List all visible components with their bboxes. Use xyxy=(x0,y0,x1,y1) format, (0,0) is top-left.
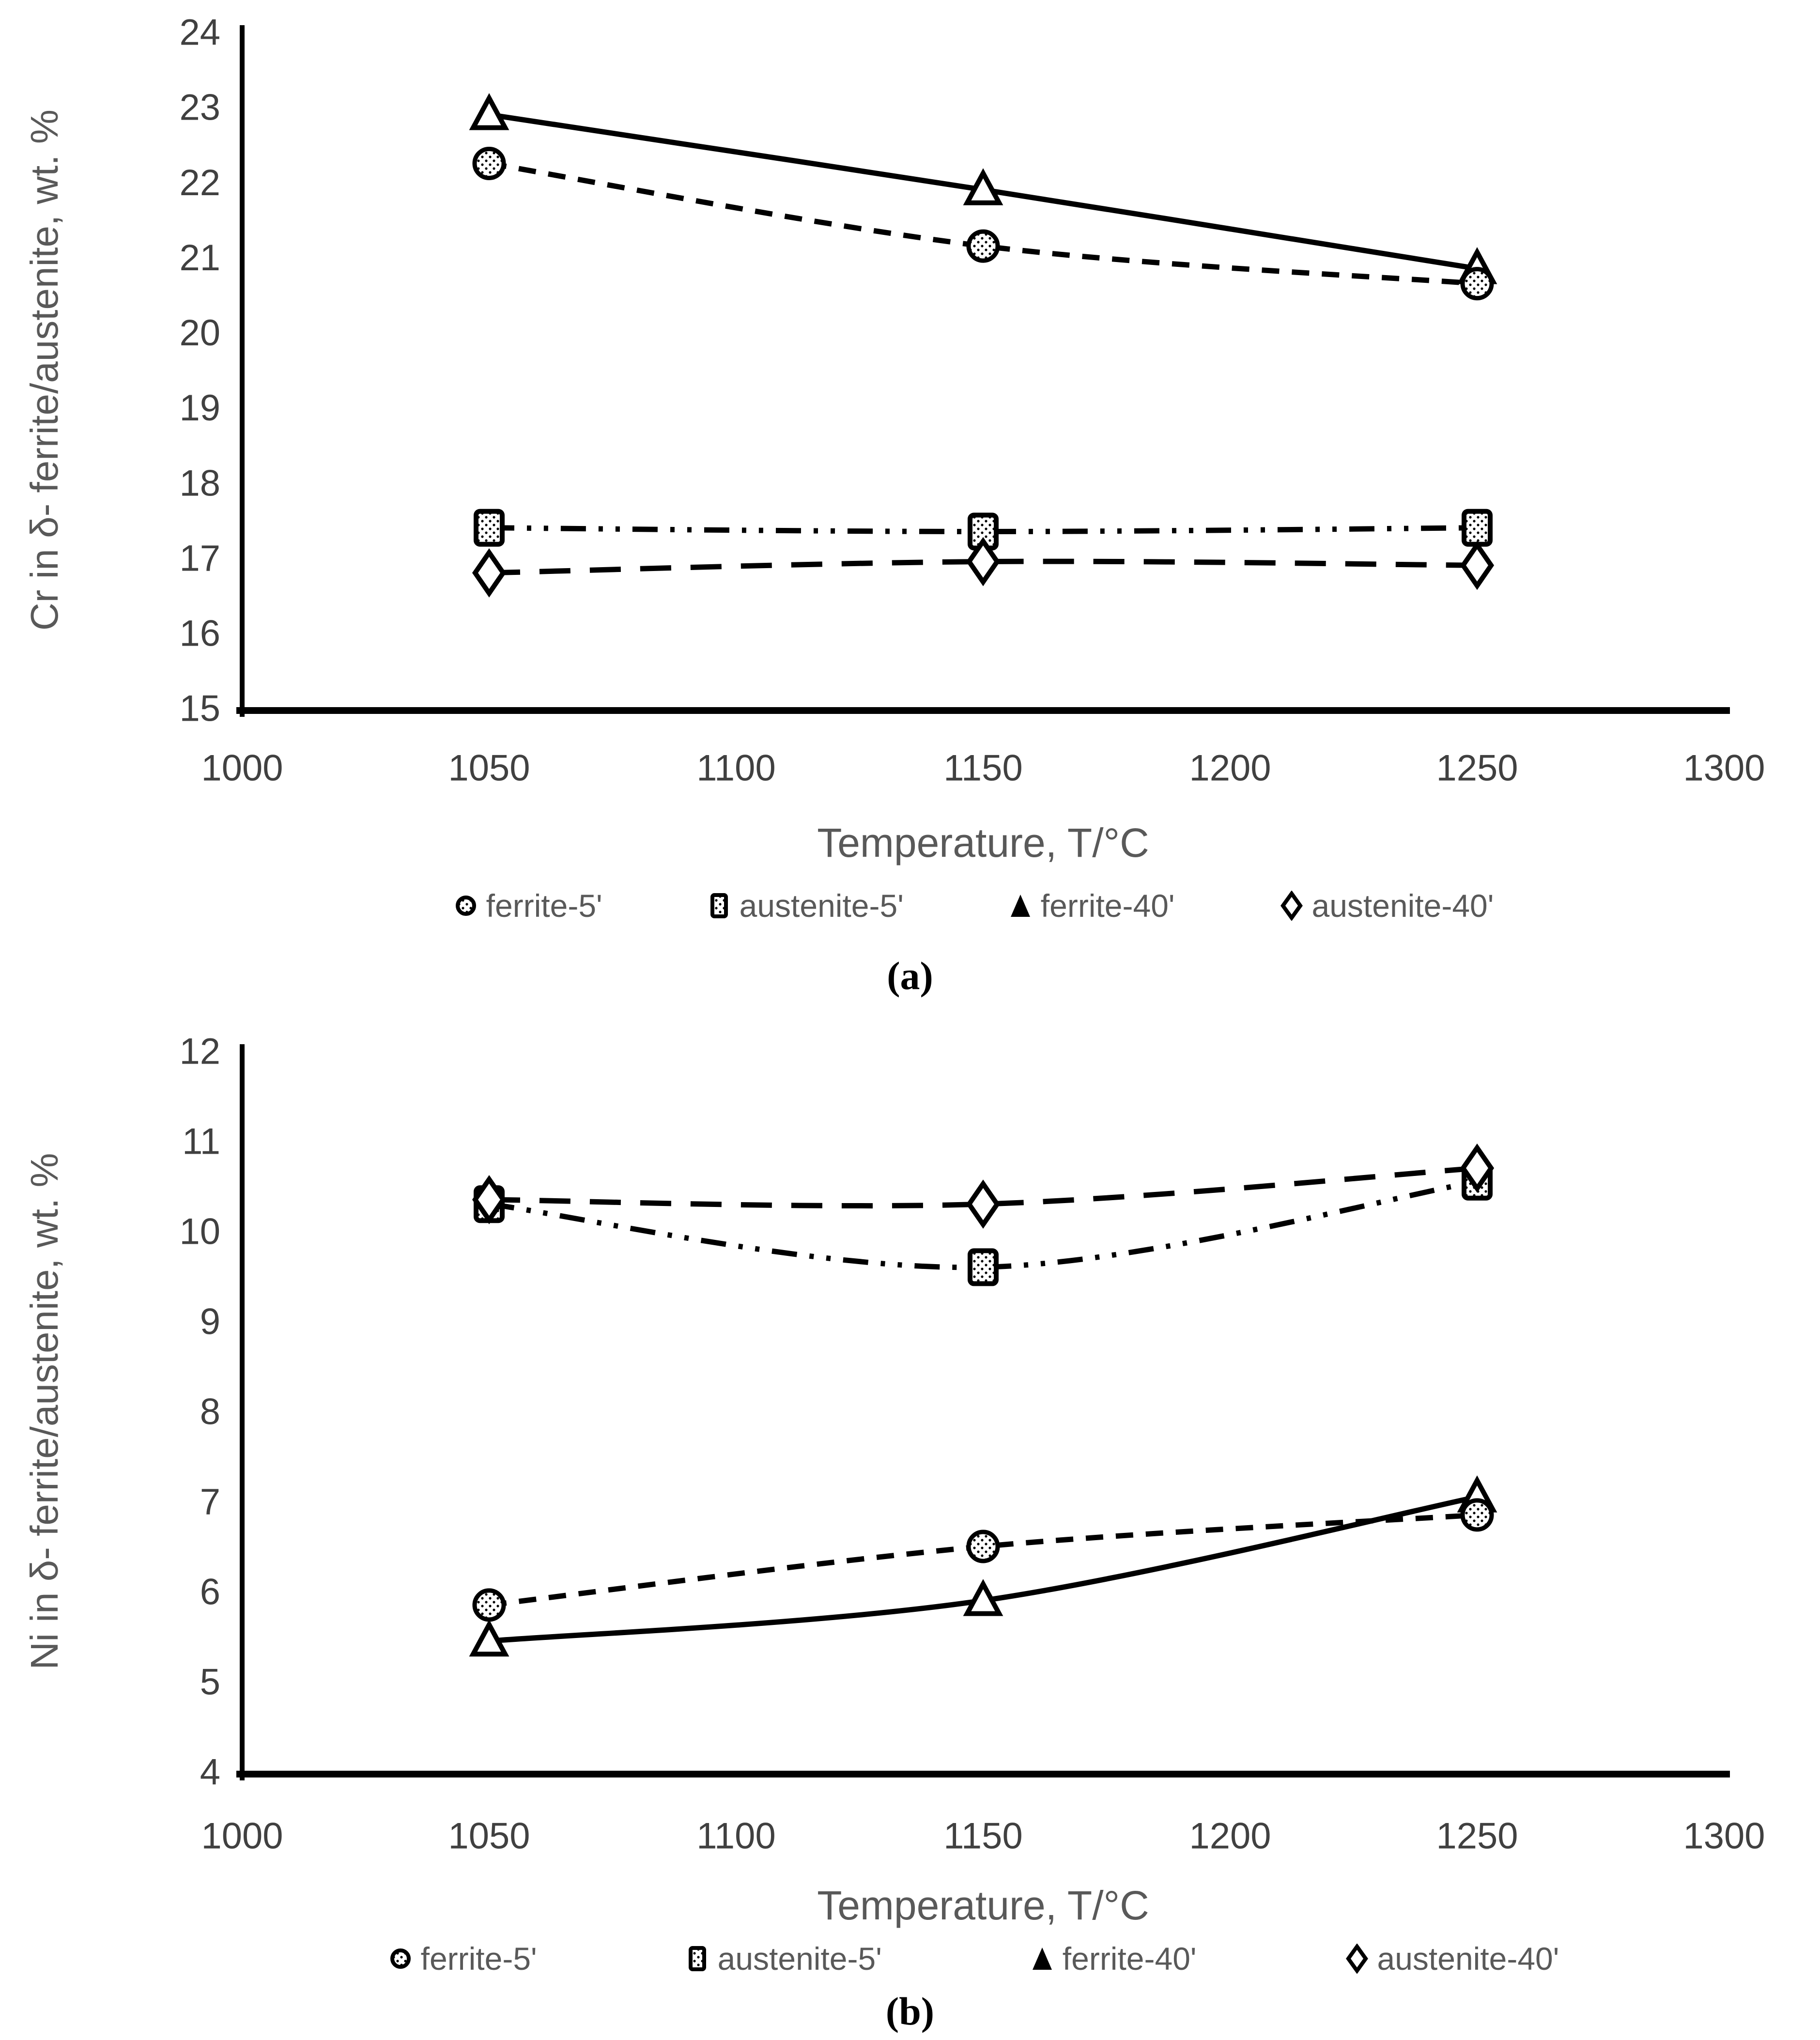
y-tick-label: 21 xyxy=(179,237,220,278)
x-tick-label: 1050 xyxy=(448,748,530,789)
x-tick-label: 1200 xyxy=(1189,748,1271,789)
x-tick-label: 1300 xyxy=(1683,1816,1765,1857)
y-tick-label: 4 xyxy=(200,1752,220,1793)
y-tick-label: 16 xyxy=(179,613,220,654)
x-tick-label: 1150 xyxy=(943,748,1022,789)
series-line-austenite-5- xyxy=(489,1179,1478,1270)
x-axis-line xyxy=(236,1771,1730,1777)
legend-item-ferrite-5-: ferrite-5' xyxy=(388,1940,537,1977)
legend-label: ferrite-5' xyxy=(486,888,602,924)
y-tick-label: 12 xyxy=(179,1031,220,1072)
marker-circle xyxy=(1460,1498,1494,1532)
y-axis-label-b: Ni in δ- ferrite/austenite, wt. % xyxy=(23,1153,66,1670)
marker-diamond xyxy=(472,548,507,598)
y-tick-label: 9 xyxy=(200,1301,220,1343)
legend-label: ferrite-5' xyxy=(420,1941,537,1977)
y-tick-label: 20 xyxy=(179,312,220,354)
triangle-legend-icon xyxy=(1032,1947,1052,1970)
legend-item-austenite-5-: austenite-5' xyxy=(707,887,904,924)
x-tick-label: 1000 xyxy=(201,1816,283,1857)
y-axis-label-a: Cr in δ- ferrite/austenite, wt. % xyxy=(23,109,66,631)
y-tick-label: 24 xyxy=(179,12,220,53)
y-tick-label: 10 xyxy=(179,1211,220,1252)
panel-a: 15 16 17 18 19 20 21 22 23 24 1000 1050 1100 1150 1200… xyxy=(179,12,1765,789)
marker-circle xyxy=(472,1588,506,1622)
legend-a: ferrite-5' austenite-5' ferrite-40' austeni… xyxy=(184,887,1763,924)
square-legend-icon xyxy=(688,1946,706,1971)
y-tick-label: 7 xyxy=(200,1482,220,1523)
marker-diamond xyxy=(472,1175,507,1224)
marker-square xyxy=(968,1248,999,1286)
panel-b: 4 5 6 7 8 9 10 11 12 1000 1050 1100 1150 1200 1250 1300 xyxy=(179,1031,1765,1857)
legend-item-ferrite-5-: ferrite-5' xyxy=(453,887,602,924)
marker-diamond xyxy=(966,1179,1001,1229)
x-tick-label: 1000 xyxy=(201,748,283,789)
panel-caption-b: (b) xyxy=(885,1989,935,2033)
marker-square xyxy=(1462,509,1493,547)
marker-triangle xyxy=(963,168,1003,205)
series-line-austenite-40- xyxy=(489,1165,1478,1209)
marker-circle xyxy=(966,1530,1000,1563)
marker-circle xyxy=(472,146,506,180)
y-axis-line xyxy=(240,1044,245,1780)
legend-label: ferrite-40' xyxy=(1062,1941,1197,1977)
x-axis-title-b: Temperature, T/°C xyxy=(817,1883,1149,1928)
marker-diamond xyxy=(1460,1144,1495,1193)
y-tick-label: 19 xyxy=(179,387,220,429)
panel-caption-a: (a) xyxy=(887,954,933,998)
series-line-austenite-40- xyxy=(489,558,1478,576)
diamond-legend-icon xyxy=(1280,891,1303,921)
x-tick-label: 1300 xyxy=(1683,748,1765,789)
marker-diamond xyxy=(966,537,1001,587)
x-tick-label: 1100 xyxy=(696,1816,775,1857)
circle-legend-icon xyxy=(390,1948,411,1969)
x-tick-label: 1100 xyxy=(696,748,775,789)
x-tick-label: 1150 xyxy=(943,1816,1022,1857)
legend-item-ferrite-40-: ferrite-40' xyxy=(1008,887,1175,924)
y-tick-label: 15 xyxy=(179,688,220,729)
marker-circle xyxy=(1460,267,1494,301)
marker-square xyxy=(474,509,505,547)
circle-legend-icon xyxy=(455,896,476,916)
diamond-legend-icon xyxy=(1345,1944,1368,1974)
x-tick-label: 1200 xyxy=(1189,1816,1271,1857)
x-axis-title-a: Temperature, T/°C xyxy=(817,820,1149,865)
y-axis-line xyxy=(240,25,245,717)
series-line-ferrite-5- xyxy=(489,161,1478,287)
marker-triangle xyxy=(963,1579,1003,1616)
y-tick-label: 11 xyxy=(182,1121,220,1162)
legend-label: austenite-40' xyxy=(1377,1941,1559,1977)
square-legend-icon xyxy=(710,893,728,918)
legend-label: austenite-40' xyxy=(1311,888,1494,924)
legend-item-austenite-5-: austenite-5' xyxy=(685,1940,882,1977)
legend-item-austenite-40-: austenite-40' xyxy=(1344,1940,1559,1977)
legend-item-austenite-40-: austenite-40' xyxy=(1279,887,1494,924)
triangle-legend-icon xyxy=(1010,895,1030,917)
legend-label: austenite-5' xyxy=(739,888,904,924)
marker-diamond xyxy=(1460,541,1495,590)
x-tick-label: 1050 xyxy=(448,1816,530,1857)
legend-label: austenite-5' xyxy=(717,1941,882,1977)
y-tick-label: 5 xyxy=(200,1662,220,1703)
legend-item-ferrite-40-: ferrite-40' xyxy=(1030,1940,1197,1977)
x-tick-label: 1250 xyxy=(1436,748,1518,789)
y-tick-label: 17 xyxy=(179,538,220,579)
y-tick-label: 22 xyxy=(179,162,220,203)
y-tick-label: 18 xyxy=(179,463,220,504)
marker-triangle xyxy=(469,1619,509,1657)
x-tick-label: 1250 xyxy=(1436,1816,1518,1857)
legend-b: ferrite-5' austenite-5' ferrite-40' austeni… xyxy=(184,1940,1763,1977)
marker-circle xyxy=(966,229,1000,263)
x-axis-line xyxy=(236,707,1730,714)
series-line-austenite-5- xyxy=(489,525,1478,534)
legend-label: ferrite-40' xyxy=(1040,888,1175,924)
series-line-ferrite-40- xyxy=(489,1494,1478,1644)
marker-triangle xyxy=(469,93,509,130)
y-tick-label: 23 xyxy=(179,87,220,128)
y-tick-label: 6 xyxy=(200,1572,220,1613)
y-tick-label: 8 xyxy=(200,1391,220,1433)
